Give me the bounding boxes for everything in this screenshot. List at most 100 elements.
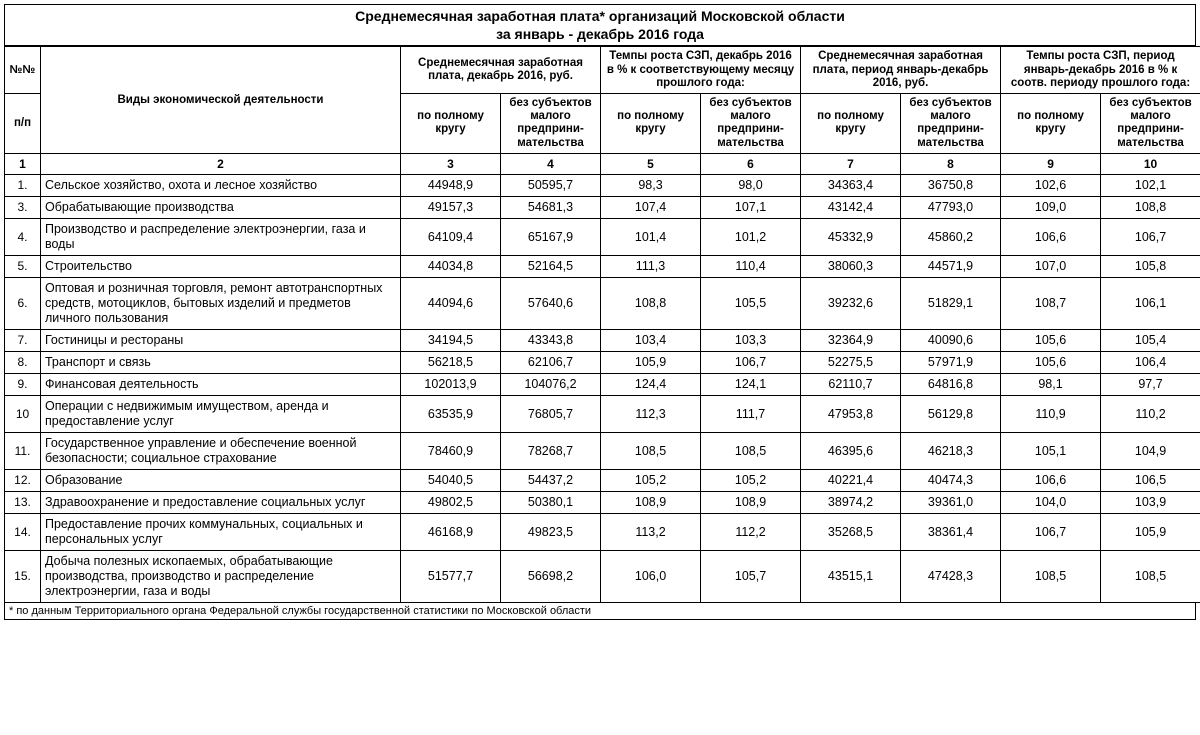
table-row: 6.Оптовая и розничная торговля, ремонт а… <box>5 277 1200 329</box>
row-activity: Добыча полезных ископаемых, обрабатывающ… <box>41 550 401 602</box>
row-value: 76805,7 <box>501 395 601 432</box>
row-value: 36750,8 <box>901 174 1001 196</box>
row-value: 124,1 <box>701 373 801 395</box>
row-activity: Предоставление прочих коммунальных, соци… <box>41 513 401 550</box>
row-value: 108,9 <box>701 491 801 513</box>
row-value: 102,6 <box>1001 174 1101 196</box>
row-value: 108,8 <box>601 277 701 329</box>
row-activity: Гостиницы и рестораны <box>41 329 401 351</box>
row-number: 7. <box>5 329 41 351</box>
row-value: 56698,2 <box>501 550 601 602</box>
row-value: 39361,0 <box>901 491 1001 513</box>
row-value: 105,7 <box>701 550 801 602</box>
row-value: 54437,2 <box>501 469 601 491</box>
row-value: 112,2 <box>701 513 801 550</box>
row-value: 108,5 <box>701 432 801 469</box>
row-value: 106,4 <box>1101 351 1200 373</box>
row-value: 51577,7 <box>401 550 501 602</box>
row-value: 43343,8 <box>501 329 601 351</box>
row-value: 44034,8 <box>401 255 501 277</box>
row-number: 15. <box>5 550 41 602</box>
row-number: 1. <box>5 174 41 196</box>
row-value: 105,6 <box>1001 351 1101 373</box>
row-activity: Оптовая и розничная торговля, ремонт авт… <box>41 277 401 329</box>
row-value: 108,5 <box>1001 550 1101 602</box>
row-activity: Государственное управление и обеспечение… <box>41 432 401 469</box>
row-value: 108,5 <box>1101 550 1200 602</box>
header-group-4: Темпы роста СЗП, период январь-декабрь 2… <box>1001 47 1200 94</box>
header-num-bottom: п/п <box>5 94 41 154</box>
row-value: 106,6 <box>1001 218 1101 255</box>
row-value: 108,7 <box>1001 277 1101 329</box>
row-value: 49157,3 <box>401 196 501 218</box>
row-value: 57640,6 <box>501 277 601 329</box>
row-value: 43515,1 <box>801 550 901 602</box>
row-value: 105,6 <box>1001 329 1101 351</box>
header-sub-6: без субъектов малого предприни-мательств… <box>701 94 801 154</box>
table-body: 1.Сельское хозяйство, охота и лесное хоз… <box>5 174 1200 602</box>
table-row: 14.Предоставление прочих коммунальных, с… <box>5 513 1200 550</box>
row-number: 10 <box>5 395 41 432</box>
row-value: 50380,1 <box>501 491 601 513</box>
table-row: 15.Добыча полезных ископаемых, обрабатыв… <box>5 550 1200 602</box>
row-value: 44948,9 <box>401 174 501 196</box>
row-value: 57971,9 <box>901 351 1001 373</box>
table-row: 9.Финансовая деятельность102013,9104076,… <box>5 373 1200 395</box>
row-value: 107,1 <box>701 196 801 218</box>
row-value: 110,4 <box>701 255 801 277</box>
row-value: 98,3 <box>601 174 701 196</box>
row-value: 45860,2 <box>901 218 1001 255</box>
row-value: 34363,4 <box>801 174 901 196</box>
table-row: 10Операции с недвижимым имуществом, арен… <box>5 395 1200 432</box>
table-row: 13.Здравоохранение и предоставление соци… <box>5 491 1200 513</box>
row-value: 102,1 <box>1101 174 1200 196</box>
row-number: 12. <box>5 469 41 491</box>
row-value: 104,9 <box>1101 432 1200 469</box>
row-value: 101,4 <box>601 218 701 255</box>
header-group-2: Темпы роста СЗП, декабрь 2016 в % к соот… <box>601 47 801 94</box>
colnum-5: 5 <box>601 153 701 174</box>
row-value: 56129,8 <box>901 395 1001 432</box>
table-row: 11.Государственное управление и обеспече… <box>5 432 1200 469</box>
row-number: 9. <box>5 373 41 395</box>
row-value: 106,5 <box>1101 469 1200 491</box>
row-value: 108,8 <box>1101 196 1200 218</box>
row-value: 50595,7 <box>501 174 601 196</box>
table-row: 5.Строительство44034,852164,5111,3110,43… <box>5 255 1200 277</box>
row-number: 13. <box>5 491 41 513</box>
row-value: 105,2 <box>701 469 801 491</box>
row-number: 14. <box>5 513 41 550</box>
row-value: 103,4 <box>601 329 701 351</box>
header-group-1: Среднемесячная заработная плата, декабрь… <box>401 47 601 94</box>
row-activity: Образование <box>41 469 401 491</box>
row-value: 104076,2 <box>501 373 601 395</box>
row-value: 64816,8 <box>901 373 1001 395</box>
colnum-1: 1 <box>5 153 41 174</box>
header-sub-5: по полному кругу <box>601 94 701 154</box>
salary-table: №№ Виды экономической деятельности Средн… <box>4 46 1200 603</box>
row-value: 104,0 <box>1001 491 1101 513</box>
table-row: 8.Транспорт и связь56218,562106,7105,910… <box>5 351 1200 373</box>
row-value: 46218,3 <box>901 432 1001 469</box>
row-value: 111,7 <box>701 395 801 432</box>
title-line-1: Среднемесячная заработная плата* организ… <box>355 8 845 24</box>
row-activity: Строительство <box>41 255 401 277</box>
row-value: 109,0 <box>1001 196 1101 218</box>
row-value: 106,7 <box>1101 218 1200 255</box>
header-num-top: №№ <box>5 47 41 94</box>
row-value: 49802,5 <box>401 491 501 513</box>
row-value: 105,1 <box>1001 432 1101 469</box>
colnum-7: 7 <box>801 153 901 174</box>
row-value: 65167,9 <box>501 218 601 255</box>
row-value: 62110,7 <box>801 373 901 395</box>
row-value: 78460,9 <box>401 432 501 469</box>
row-value: 38361,4 <box>901 513 1001 550</box>
row-activity: Здравоохранение и предоставление социаль… <box>41 491 401 513</box>
table-row: 3.Обрабатывающие производства49157,35468… <box>5 196 1200 218</box>
row-value: 40221,4 <box>801 469 901 491</box>
row-value: 106,6 <box>1001 469 1101 491</box>
row-value: 56218,5 <box>401 351 501 373</box>
row-value: 43142,4 <box>801 196 901 218</box>
report-title: Среднемесячная заработная плата* организ… <box>4 4 1196 46</box>
row-activity: Транспорт и связь <box>41 351 401 373</box>
